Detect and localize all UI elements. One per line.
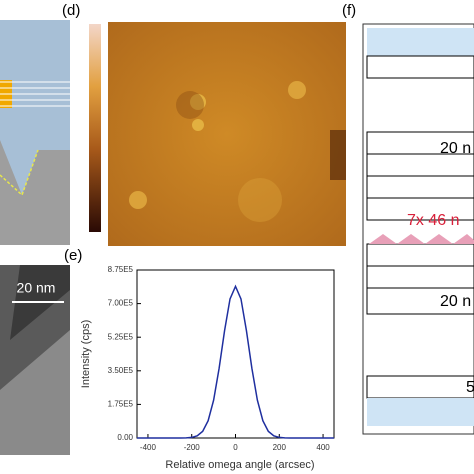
- plot-frame: [136, 269, 335, 439]
- y-tick-label: 5.25E5: [108, 332, 134, 341]
- x-tick-label: 200: [273, 443, 287, 452]
- layer-stack: [362, 23, 474, 435]
- panel-label: (f): [342, 2, 356, 19]
- curve: [137, 284, 334, 439]
- layer-label: 5: [466, 379, 474, 396]
- x-tick-label: 400: [316, 443, 330, 452]
- y-tick-label: 1.75E5: [108, 400, 134, 409]
- y-tick-label: 7.00E5: [108, 299, 134, 308]
- y-tick-label: 8.75E5: [108, 265, 134, 274]
- layer-label: 7x 46 n: [407, 212, 459, 229]
- colorbar: [89, 24, 101, 232]
- layer-label: 20 n: [440, 293, 471, 310]
- panel-label: (e): [64, 247, 82, 264]
- x-axis-label: Relative omega angle (arcsec): [165, 459, 314, 471]
- y-axis-label: Intensity (cps): [80, 320, 92, 388]
- y-tick-label: 3.50E5: [108, 366, 134, 375]
- panel-label: (d): [62, 2, 80, 19]
- y-tick-label: 0.00: [117, 433, 133, 442]
- x-tick-label: -400: [140, 443, 157, 452]
- tem-image: 20 nm: [0, 265, 70, 455]
- schematic: [0, 20, 70, 245]
- x-tick-label: -200: [184, 443, 201, 452]
- x-tick-label: 0: [233, 443, 238, 452]
- scale-label: 20 nm: [17, 280, 56, 296]
- layer-label: 20 n: [440, 140, 471, 157]
- afm-image: [108, 22, 346, 246]
